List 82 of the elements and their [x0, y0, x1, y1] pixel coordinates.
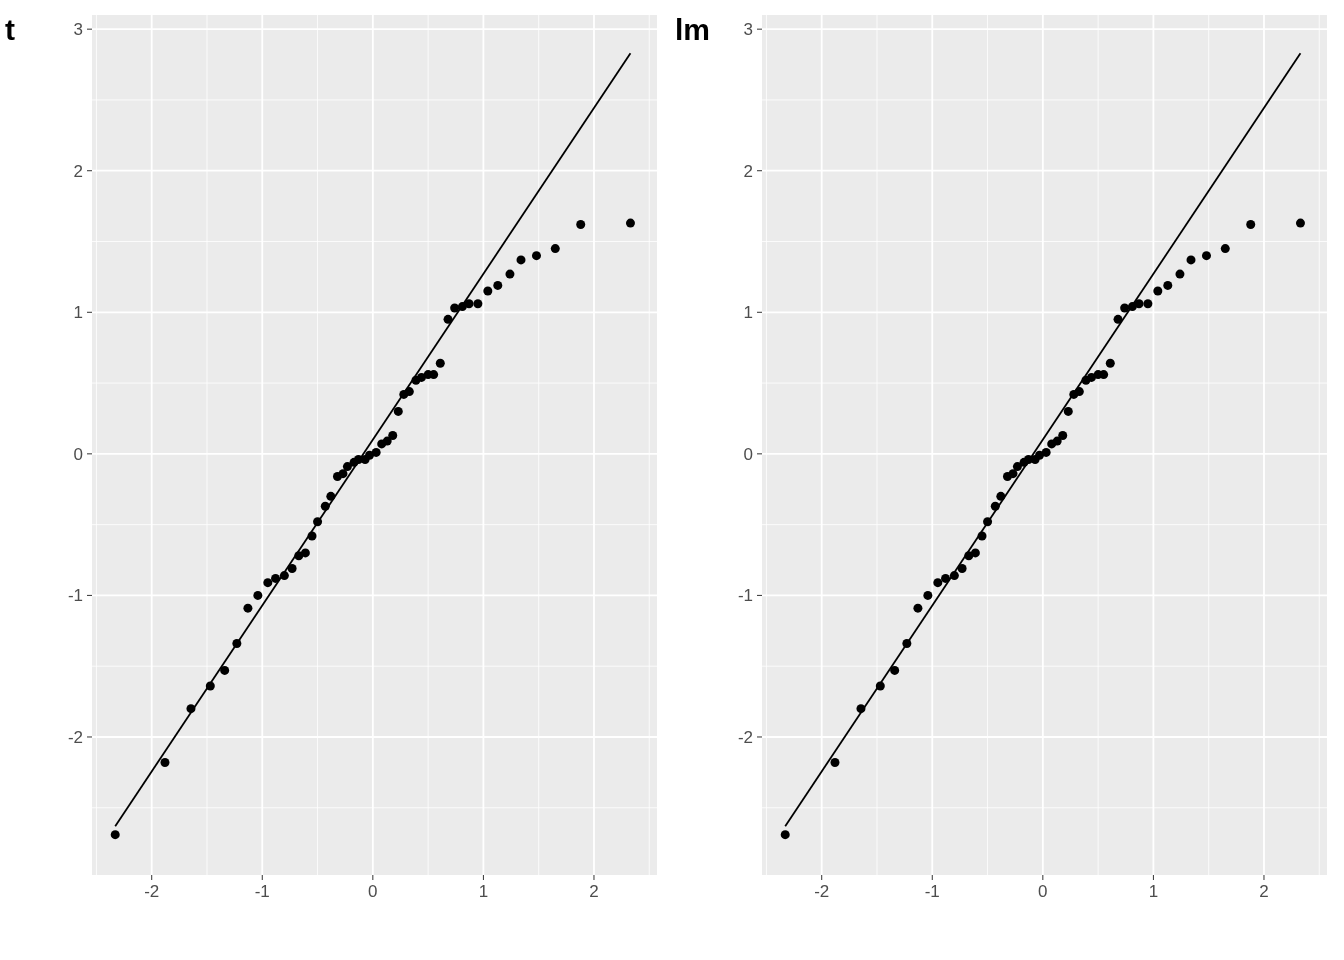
point — [505, 269, 515, 279]
point — [1041, 447, 1051, 457]
x-tick-label: 0 — [368, 882, 378, 901]
point — [220, 665, 230, 675]
point — [1058, 430, 1068, 440]
point — [416, 372, 426, 382]
point — [1012, 462, 1022, 472]
point — [1035, 450, 1045, 460]
point — [160, 757, 170, 767]
point — [110, 830, 120, 840]
point — [1105, 358, 1115, 368]
point — [830, 757, 840, 767]
point — [473, 299, 483, 309]
point — [1052, 436, 1062, 446]
y-tick-label: 2 — [73, 161, 83, 181]
x-tick-label: 0 — [1038, 882, 1048, 901]
point — [780, 830, 790, 840]
y-tick-label: 3 — [743, 20, 753, 40]
point — [1175, 269, 1185, 279]
x-tick-label: 1 — [1148, 882, 1159, 901]
y-tick-label: 1 — [743, 303, 753, 323]
point — [1143, 299, 1153, 309]
point — [435, 358, 445, 368]
point — [923, 590, 933, 600]
point — [890, 665, 900, 675]
point — [300, 548, 310, 558]
point — [1008, 469, 1018, 479]
point — [342, 462, 352, 472]
point — [365, 450, 375, 460]
point — [970, 548, 980, 558]
x-tick-label: -1 — [924, 882, 940, 901]
y-tick-label: -1 — [737, 586, 753, 606]
x-tick-label: 1 — [478, 882, 489, 901]
point — [516, 255, 526, 265]
y-tick-label: -2 — [67, 727, 83, 747]
point — [388, 430, 398, 440]
point — [576, 220, 586, 230]
point — [338, 469, 348, 479]
point — [625, 218, 635, 228]
point — [1063, 406, 1073, 416]
y-tick-label: 3 — [73, 20, 83, 40]
point — [1120, 303, 1130, 313]
chart-title: lm — [675, 13, 711, 46]
point — [263, 578, 273, 588]
y-tick-label: 2 — [743, 161, 753, 181]
point — [957, 564, 967, 574]
point — [243, 603, 253, 613]
point — [531, 251, 541, 261]
y-tick-label: -2 — [737, 727, 753, 747]
x-tick-label: -1 — [254, 882, 270, 901]
x-tick-label: -2 — [144, 882, 160, 901]
point — [287, 564, 297, 574]
point — [933, 578, 943, 588]
point — [1295, 218, 1305, 228]
y-tick-label: 1 — [73, 303, 83, 323]
y-tick-label: -1 — [67, 586, 83, 606]
point — [464, 299, 474, 309]
point — [393, 406, 403, 416]
point — [1220, 244, 1230, 254]
point — [483, 286, 493, 296]
point — [271, 573, 281, 583]
y-tick-label: 0 — [73, 444, 83, 464]
point — [1163, 280, 1173, 290]
point — [371, 447, 381, 457]
point — [913, 603, 923, 613]
point — [550, 244, 560, 254]
point — [253, 590, 263, 600]
point — [450, 303, 460, 313]
point — [1186, 255, 1196, 265]
point — [1201, 251, 1211, 261]
point — [1086, 372, 1096, 382]
point — [1246, 220, 1256, 230]
x-tick-label: 2 — [1259, 882, 1269, 901]
point — [382, 436, 392, 446]
point — [1153, 286, 1163, 296]
chart-title: t — [5, 13, 15, 46]
point — [493, 280, 503, 290]
x-tick-label: 2 — [589, 882, 599, 901]
point — [1134, 299, 1144, 309]
point — [941, 573, 951, 583]
x-tick-label: -2 — [814, 882, 830, 901]
y-tick-label: 0 — [743, 444, 753, 464]
